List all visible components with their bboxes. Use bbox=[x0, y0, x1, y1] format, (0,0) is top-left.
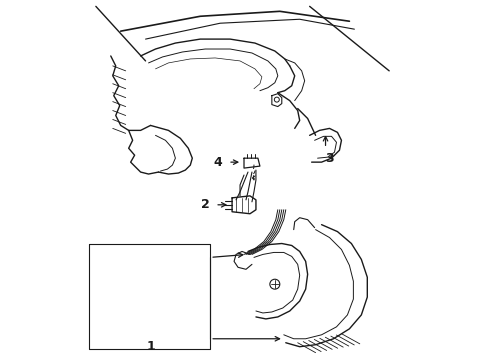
Text: 4: 4 bbox=[214, 156, 222, 168]
Text: 3: 3 bbox=[325, 152, 334, 165]
Text: 1: 1 bbox=[146, 340, 155, 353]
Text: 2: 2 bbox=[201, 198, 210, 211]
